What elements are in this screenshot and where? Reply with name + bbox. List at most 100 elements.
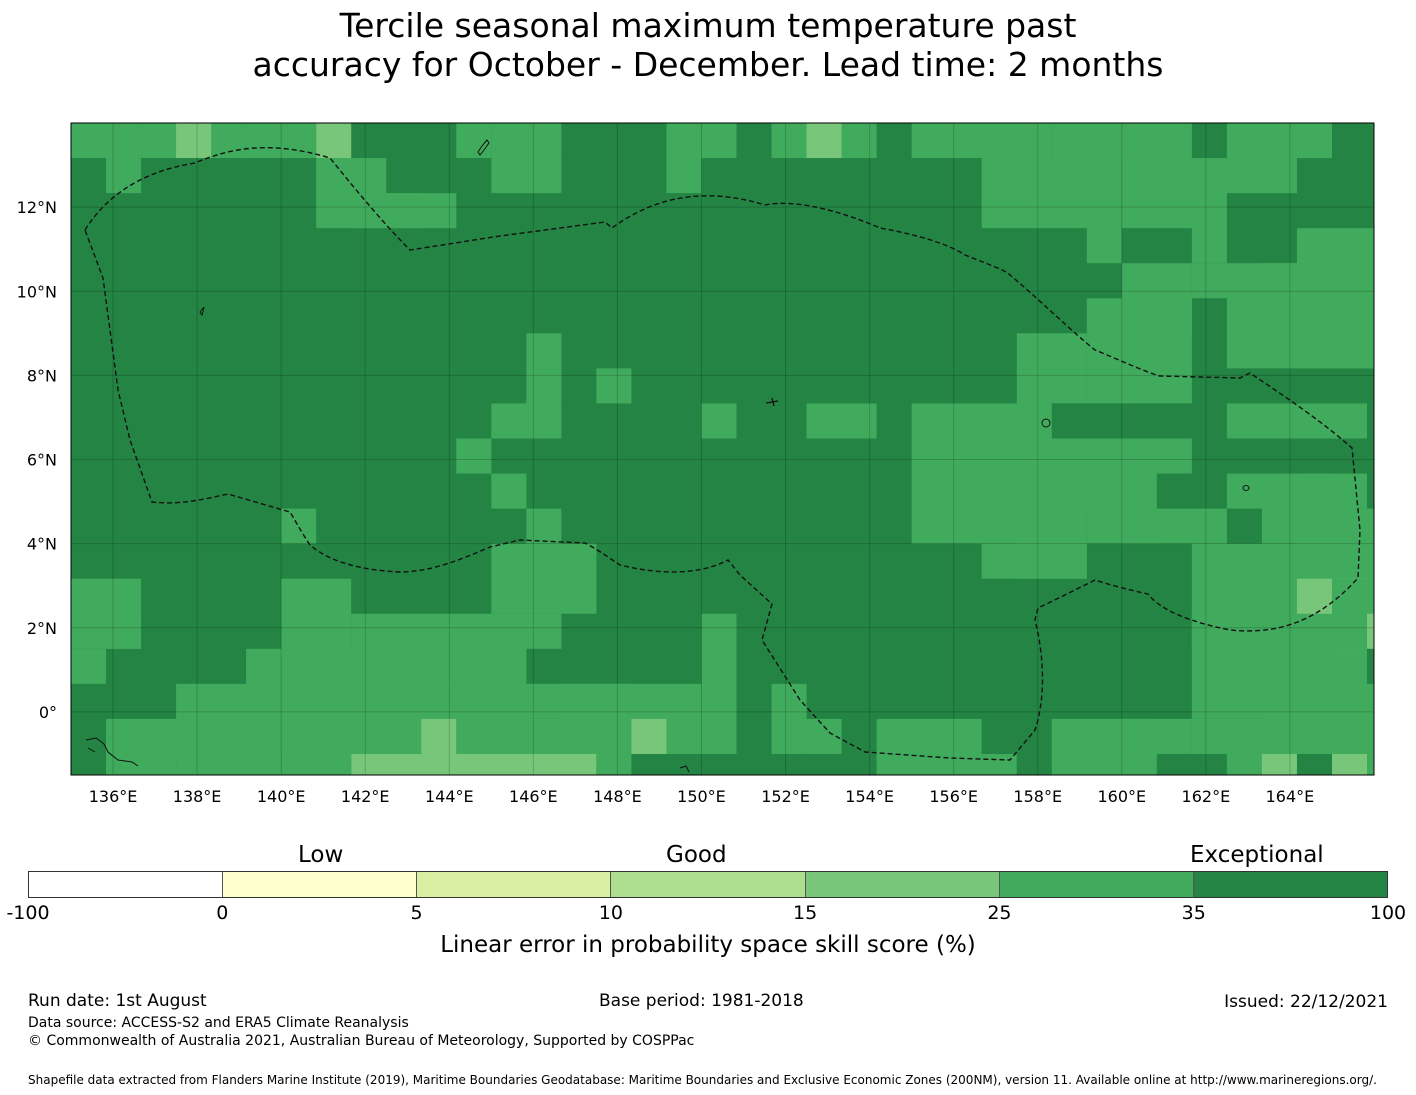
longitude-label: 140°E [257,787,306,806]
skill-cell [981,543,1087,579]
data-source: Data source: ACCESS-S2 and ERA5 Climate … [28,1015,409,1031]
skill-cell [1016,333,1087,404]
skill-cell [1086,298,1192,404]
skill-cell [491,403,562,439]
longitude-label: 164°E [1266,787,1315,806]
longitude-label: 154°E [845,787,894,806]
skill-cell [596,753,632,775]
colorbar-tick-label: 10 [598,902,623,924]
skill-cell [701,613,737,719]
skill-cell [176,123,212,159]
map-frame [70,122,1375,776]
colorbar-tick-label: 0 [216,902,229,924]
skill-cell [771,683,807,754]
skill-cell [421,718,457,754]
colorbar-tick-label: -100 [6,902,50,924]
skill-cell [596,368,632,404]
category-label-low: Low [298,842,344,868]
issued-date: Issued: 22/12/2021 [1224,992,1388,1012]
skill-cell [806,123,842,159]
longitude-label: 152°E [761,787,810,806]
skill-cell [1086,228,1122,264]
skill-cell [981,193,1122,229]
shapefile-credit: Shapefile data extracted from Flanders M… [28,1073,1377,1087]
longitude-label: 148°E [593,787,642,806]
latitude-labels: 12°N 10°N 8°N 6°N 4°N 2°N 0° [17,198,57,722]
colorbar-segment [29,872,224,897]
skill-cell [666,123,737,159]
latitude-label: 4°N [27,535,57,554]
skill-cell [1121,508,1227,544]
skill-cell [491,158,562,194]
skill-cell [1296,228,1374,369]
colorbar-segment [999,872,1194,897]
longitude-label: 144°E [425,787,474,806]
skill-cell [1121,158,1227,229]
skill-cell [491,753,597,775]
skill-cell [526,508,562,544]
bougainville-coast [85,737,139,767]
skill-cell [281,508,317,544]
skill-cell [1366,683,1374,775]
map-title-line2: accuracy for October - December. Lead ti… [252,45,1164,84]
skill-cell [491,123,562,159]
skill-cell [1191,228,1227,264]
skill-cell [631,718,667,754]
skill-cell [386,193,422,229]
colorbar-segment [1193,872,1387,897]
colorbar-title: Linear error in probability space skill … [440,932,976,958]
skill-cell [456,718,492,754]
skill-cell [456,123,492,159]
skill-cell [526,333,562,404]
skill-cell [701,403,737,439]
eez-boundary [84,146,1361,761]
skill-cell [106,613,142,649]
longitude-label: 162°E [1182,787,1231,806]
latitude-label: 6°N [27,451,57,470]
pohnpei-island [1041,418,1051,428]
latitude-label: 2°N [27,619,57,638]
guam-island [477,139,490,156]
colorbar-tick-label: 35 [1181,902,1206,924]
longitude-label: 150°E [677,787,726,806]
skill-cell [1366,508,1374,614]
latitude-label: 12°N [17,198,57,217]
skill-cell [666,158,702,194]
skill-map: 136°E 138°E 140°E 142°E 144°E 146°E 148°E 150°E… [17,122,1375,806]
skill-cell [71,648,107,684]
colorbar-tick-label: 5 [410,902,423,924]
base-period: Base period: 1981-2018 [599,991,804,1011]
skill-cell [281,753,352,775]
skill-cell [176,753,282,775]
skill-cell [106,753,177,775]
chuuk-islands [765,397,779,407]
skill-cell [246,123,317,159]
colorbar-tick-label: 15 [793,902,818,924]
skill-cell [456,438,492,474]
skill-cell [1051,123,1192,159]
longitude-label: 158°E [1013,787,1062,806]
longitude-label: 160°E [1097,787,1146,806]
skill-cell [1261,123,1332,159]
latitude-label: 8°N [27,366,57,385]
skill-cell [1331,578,1367,649]
skill-cell [1226,403,1367,439]
longitude-labels: 136°E 138°E 140°E 142°E 144°E 146°E 148°E 150°E… [89,787,1315,806]
skill-cell [491,543,597,614]
category-label-exceptional: Exceptional [1190,842,1324,868]
skill-cell [106,158,142,194]
longitude-label: 138°E [173,787,222,806]
longitude-label: 142°E [341,787,390,806]
colorbar-segment [223,872,418,897]
graticule [71,123,1374,775]
skill-cell [491,718,702,754]
colorbar-segment [805,872,1000,897]
skill-cell [1121,718,1192,754]
colorbar-tick-label: 25 [987,902,1012,924]
longitude-label: 156°E [929,787,978,806]
colorbar-tick-label: 100 [1369,902,1407,924]
skill-cell [526,613,562,649]
map-title-line1: Tercile seasonal maximum temperature pas… [339,6,1077,45]
skill-cell [1331,753,1367,775]
category-label-good: Good [666,842,727,868]
